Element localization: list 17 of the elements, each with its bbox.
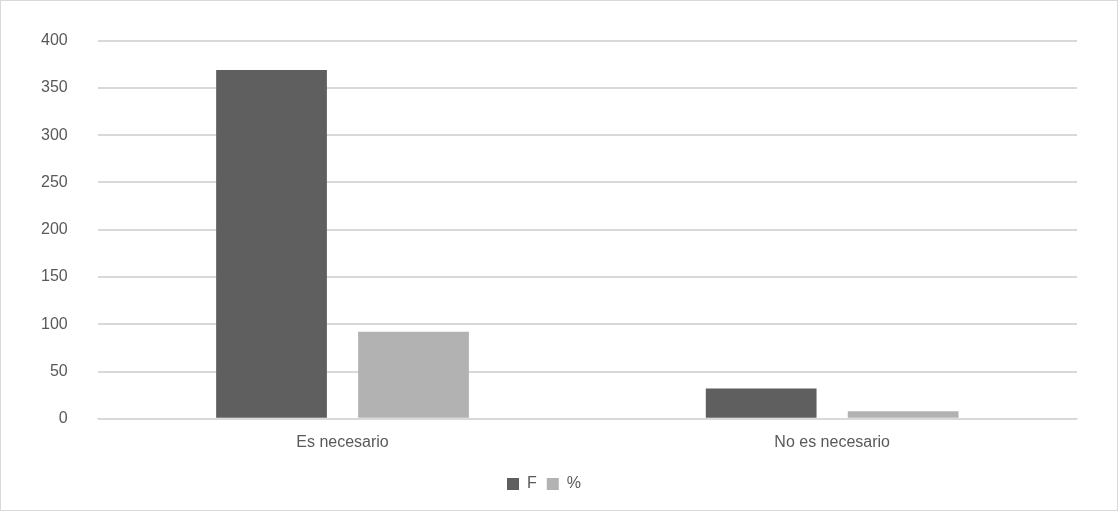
bar [847, 411, 959, 418]
y-tick-label: 100 [40, 314, 68, 332]
legend-label: F [527, 474, 537, 492]
y-tick-label: 0 [58, 409, 68, 427]
legend-label: % [566, 474, 582, 492]
bar [705, 388, 817, 418]
y-tick-label: 150 [40, 267, 68, 285]
y-tick-label: 250 [40, 172, 68, 190]
x-tick-label: No es necesario [774, 432, 891, 450]
y-tick-label: 350 [40, 78, 68, 96]
x-tick-label: Es necesario [296, 432, 389, 450]
y-tick-label: 300 [40, 125, 68, 143]
y-tick-label: 200 [40, 220, 68, 238]
bar [216, 69, 327, 418]
y-tick-label: 50 [49, 361, 68, 379]
y-tick-label: 400 [40, 31, 68, 49]
bar [358, 331, 469, 418]
